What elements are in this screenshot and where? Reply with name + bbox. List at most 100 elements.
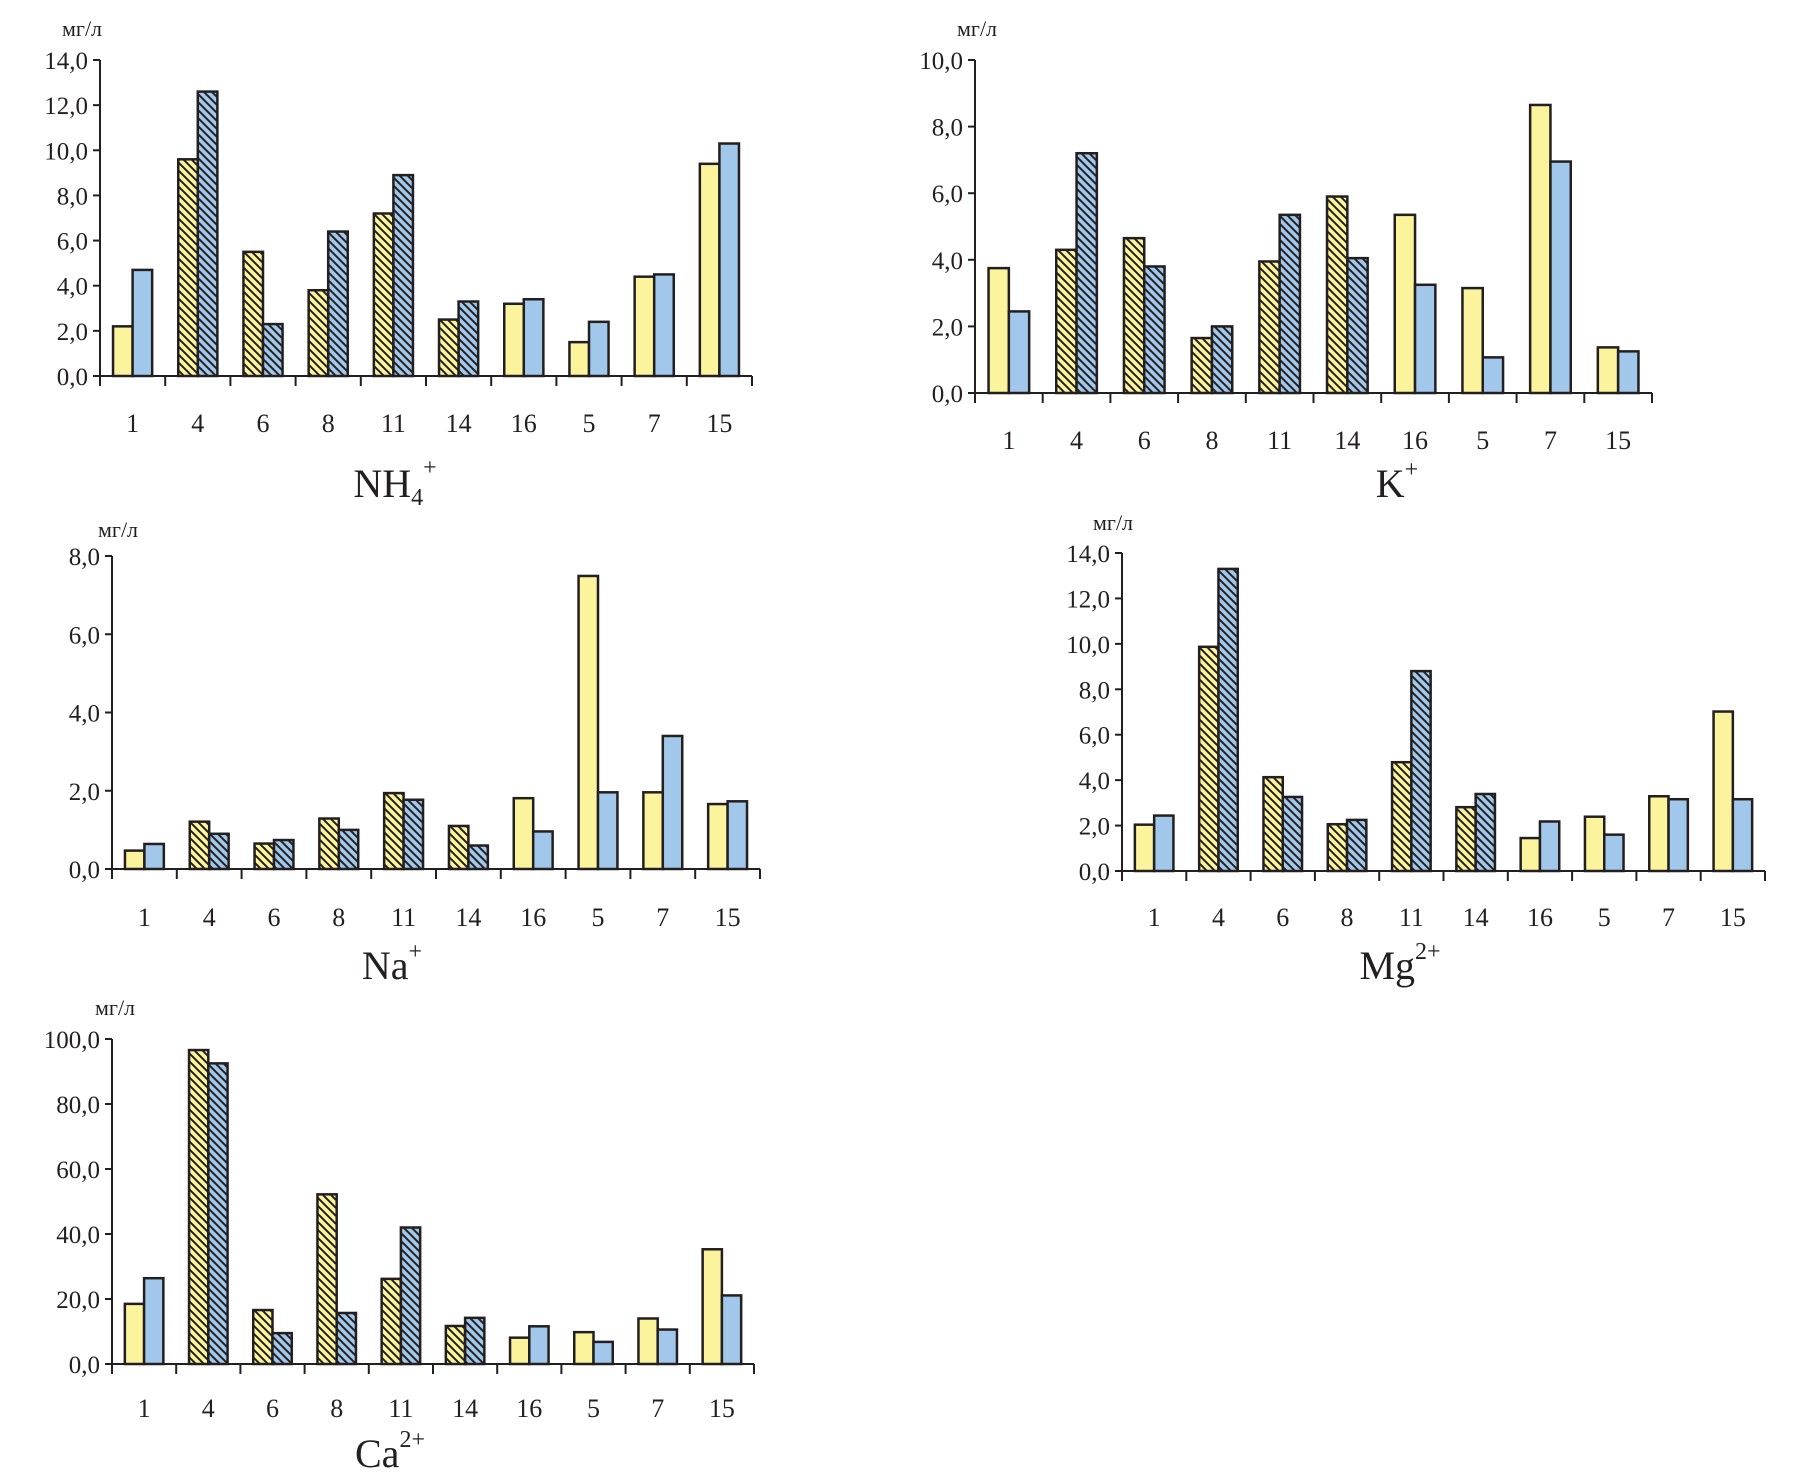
bar-a-4	[1054, 248, 1078, 395]
bar-b-4	[207, 832, 230, 871]
bar-b-4	[1075, 151, 1099, 395]
x-tick-label: 11	[381, 409, 406, 438]
bar-a-4	[187, 1048, 210, 1366]
chart-title-main: K	[1376, 461, 1405, 506]
chart-title-main: Na	[362, 943, 409, 988]
y-tick-label: 10,0	[44, 138, 88, 165]
bar-b-5	[587, 320, 610, 378]
x-tick-label: 1	[1002, 426, 1015, 455]
bar-b-16	[531, 830, 554, 871]
x-tick-label: 14	[1334, 426, 1360, 455]
x-tick-label: 16	[511, 409, 537, 438]
bar-b-11	[1278, 213, 1302, 395]
bar-a-16	[1519, 836, 1542, 873]
bar-b-4	[207, 1062, 229, 1366]
x-tick-label: 5	[592, 903, 605, 932]
bar-a-7	[637, 1317, 659, 1366]
x-tick-label: 11	[1399, 903, 1424, 932]
bar-a-7	[633, 275, 656, 378]
y-tick-label: 4,0	[932, 248, 963, 275]
bar-b-14	[1346, 256, 1369, 395]
chart-title: K+	[1376, 457, 1418, 506]
bar-a-14	[447, 824, 470, 871]
chart-nh4: мг/л0,02,04,06,08,010,012,014,01 4 6 8 11 14 1…	[44, 16, 753, 511]
bar-a-6	[251, 1308, 274, 1366]
x-tick-label: 16	[520, 903, 546, 932]
bar-b-11	[402, 798, 425, 871]
x-tick-label: 1	[126, 409, 139, 438]
bar-b-6	[272, 838, 295, 871]
y-tick-label: 6,0	[932, 181, 963, 208]
x-tick-label: 6	[1276, 903, 1289, 932]
bar-b-4	[196, 90, 219, 378]
chart-title-main: Ca	[355, 1431, 400, 1476]
bar-a-11	[1258, 260, 1281, 395]
bar-a-11	[382, 791, 405, 871]
x-tick-label: 6	[266, 1394, 279, 1423]
y-tick-label: 0,0	[57, 364, 88, 391]
bar-b-8	[1210, 325, 1234, 395]
y-tick-label: 0,0	[1079, 859, 1110, 886]
x-tick-label: 6	[257, 409, 270, 438]
bar-b-1	[1152, 814, 1175, 873]
bar-b-11	[399, 1226, 422, 1366]
bar-b-14	[467, 844, 490, 871]
y-tick-label: 0,0	[69, 1352, 100, 1379]
x-tick-label: 4	[1212, 903, 1225, 932]
bar-b-14	[463, 1316, 486, 1366]
chart-mg: мг/л0,02,04,06,08,010,012,014,01 4 6 8 11 14 1…	[1066, 510, 1766, 988]
bar-a-1	[123, 849, 146, 871]
x-tick-label: 15	[1605, 426, 1631, 455]
bar-a-7	[642, 791, 665, 871]
bar-a-14	[437, 318, 460, 378]
x-tick-label: 1	[138, 903, 151, 932]
bar-a-15	[706, 802, 729, 871]
y-tick-label: 6,0	[69, 622, 100, 649]
bar-a-7	[1648, 795, 1670, 873]
bar-a-5	[1583, 815, 1606, 873]
y-tick-label: 14,0	[1066, 541, 1110, 568]
bar-b-8	[1345, 818, 1368, 873]
y-tick-label: 12,0	[1066, 586, 1110, 613]
y-tick-label: 10,0	[919, 48, 963, 75]
bar-a-4	[1197, 645, 1220, 873]
x-tick-label: 15	[709, 1394, 735, 1423]
x-tick-label: 15	[1720, 903, 1746, 932]
chart-k: мг/л0,02,04,06,08,010,01 4 6 8 11 14 16 5 7 15K+	[919, 16, 1653, 506]
x-tick-label: 8	[322, 409, 335, 438]
bar-b-15	[718, 142, 741, 378]
x-tick-label: 1	[1148, 903, 1161, 932]
x-tick-label: 4	[203, 903, 216, 932]
bar-a-8	[1326, 822, 1349, 873]
x-tick-label: 4	[191, 409, 204, 438]
bar-b-16	[1413, 283, 1437, 395]
bar-b-4	[1217, 567, 1239, 873]
bar-a-4	[176, 158, 200, 378]
bar-a-5	[568, 340, 591, 378]
bar-a-14	[1455, 805, 1477, 873]
y-tick-label: 6,0	[1079, 723, 1110, 750]
bar-b-1	[131, 268, 154, 378]
x-tick-label: 14	[455, 903, 481, 932]
bar-b-1	[142, 1276, 165, 1366]
bar-a-8	[316, 1193, 338, 1366]
bar-a-4	[188, 820, 211, 871]
bar-b-7	[661, 734, 684, 871]
bar-b-1	[143, 842, 166, 871]
chart-title-sup: +	[409, 939, 423, 965]
bar-b-6	[271, 1331, 294, 1366]
unit-label: мг/л	[95, 995, 135, 1020]
bar-b-5	[1603, 833, 1625, 873]
x-tick-label: 11	[388, 1394, 413, 1423]
x-tick-label: 14	[446, 409, 472, 438]
bar-a-11	[1390, 760, 1413, 873]
y-tick-label: 60,0	[56, 1157, 100, 1184]
x-tick-label: 8	[1341, 903, 1354, 932]
bar-a-6	[242, 250, 265, 378]
y-tick-label: 6,0	[57, 229, 88, 256]
y-tick-label: 2,0	[69, 779, 100, 806]
y-tick-label: 4,0	[57, 274, 88, 301]
